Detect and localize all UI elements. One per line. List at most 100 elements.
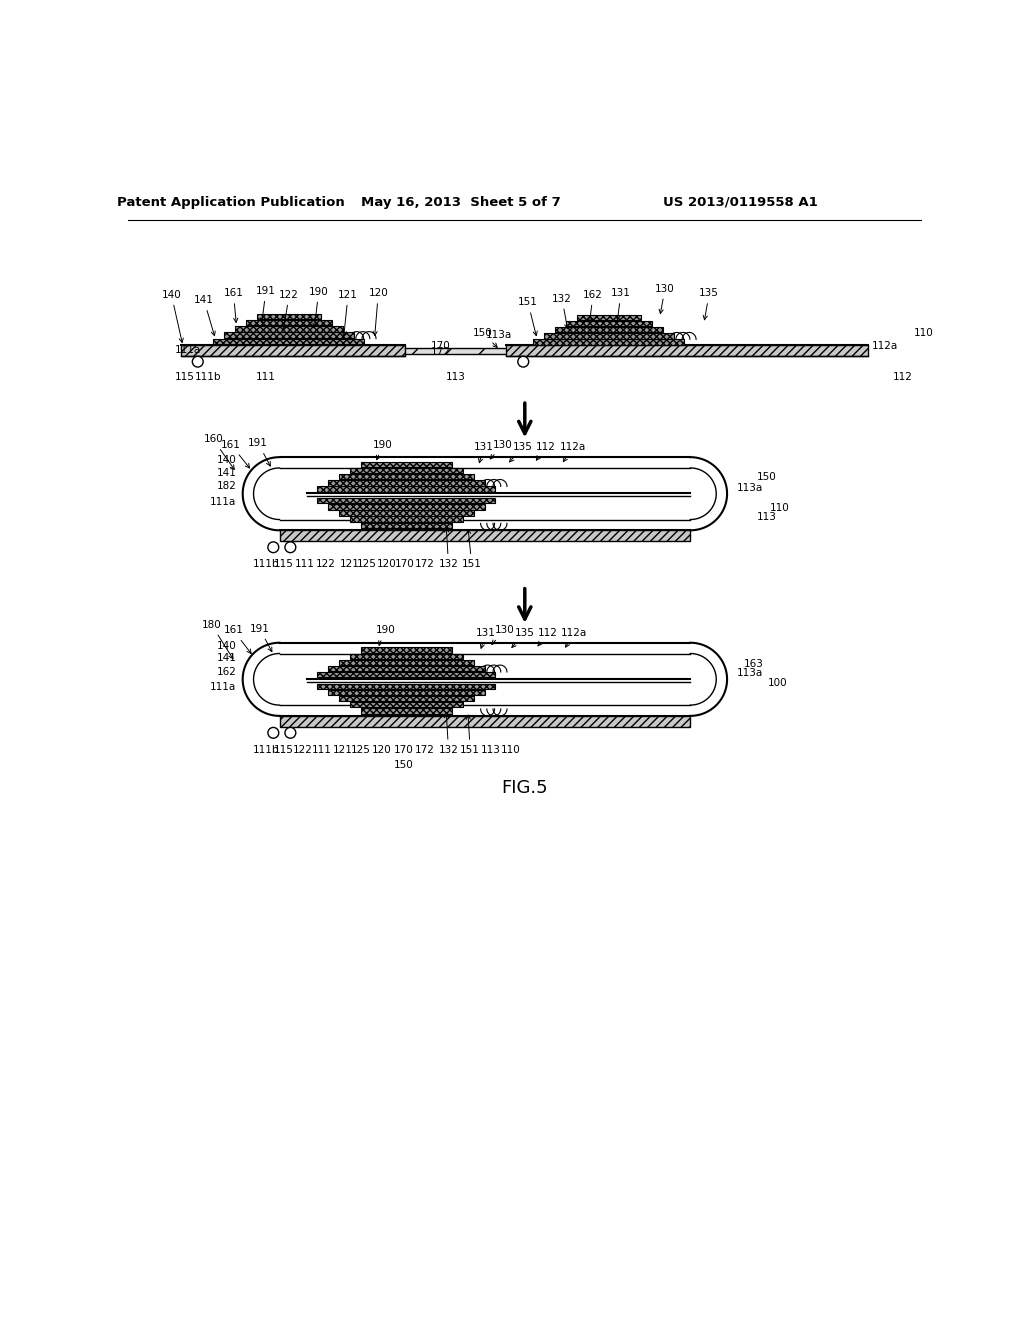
Text: 111a: 111a bbox=[210, 682, 237, 693]
Bar bbox=[317, 498, 496, 503]
Bar bbox=[544, 333, 674, 339]
Bar bbox=[555, 327, 663, 333]
Text: 163: 163 bbox=[744, 659, 764, 669]
Text: 112a: 112a bbox=[560, 442, 586, 462]
Bar bbox=[213, 339, 365, 345]
Bar bbox=[349, 653, 463, 659]
Text: 140: 140 bbox=[217, 455, 237, 465]
Text: FIG.5: FIG.5 bbox=[502, 779, 548, 797]
Text: US 2013/0119558 A1: US 2013/0119558 A1 bbox=[663, 195, 817, 209]
Text: 190: 190 bbox=[376, 626, 395, 645]
Bar bbox=[224, 333, 353, 338]
Text: 132: 132 bbox=[438, 528, 459, 569]
Bar bbox=[566, 321, 652, 326]
Text: 161: 161 bbox=[223, 288, 244, 322]
Bar bbox=[360, 647, 452, 653]
Bar bbox=[339, 474, 474, 479]
Text: 150: 150 bbox=[473, 329, 498, 347]
Text: 161: 161 bbox=[221, 440, 250, 469]
Text: 135: 135 bbox=[699, 288, 719, 319]
Bar bbox=[328, 504, 484, 510]
Text: 161: 161 bbox=[223, 626, 251, 653]
Text: 151: 151 bbox=[518, 297, 538, 335]
Text: 190: 190 bbox=[373, 440, 393, 459]
Text: 135: 135 bbox=[510, 442, 532, 462]
Bar bbox=[317, 684, 496, 689]
Text: 122: 122 bbox=[316, 560, 336, 569]
Text: 131: 131 bbox=[611, 288, 631, 319]
Bar bbox=[577, 314, 641, 321]
Text: 115: 115 bbox=[273, 744, 293, 755]
Text: 120: 120 bbox=[372, 744, 392, 755]
Text: 122: 122 bbox=[293, 744, 312, 755]
Text: 170: 170 bbox=[430, 341, 451, 351]
Text: 132: 132 bbox=[552, 293, 572, 329]
Bar bbox=[506, 345, 868, 355]
Text: 112: 112 bbox=[536, 442, 556, 461]
Bar bbox=[180, 345, 406, 355]
Text: 111: 111 bbox=[312, 744, 332, 755]
Text: 110: 110 bbox=[914, 329, 934, 338]
Text: 121: 121 bbox=[333, 744, 353, 755]
Text: 112: 112 bbox=[538, 628, 558, 645]
Text: 112a: 112a bbox=[561, 628, 588, 647]
Text: 112: 112 bbox=[893, 372, 913, 381]
Text: 125: 125 bbox=[351, 744, 371, 755]
Circle shape bbox=[268, 727, 279, 738]
Text: 172: 172 bbox=[416, 744, 435, 755]
Bar bbox=[360, 523, 452, 528]
Text: 172: 172 bbox=[416, 560, 435, 569]
Text: Patent Application Publication: Patent Application Publication bbox=[117, 195, 345, 209]
Text: 191: 191 bbox=[256, 286, 275, 322]
Circle shape bbox=[285, 541, 296, 553]
Text: 180: 180 bbox=[202, 620, 232, 659]
Text: 191: 191 bbox=[250, 624, 272, 652]
Bar bbox=[339, 511, 474, 516]
Text: 113a: 113a bbox=[736, 668, 763, 678]
Bar bbox=[349, 469, 463, 474]
Circle shape bbox=[518, 356, 528, 367]
Bar bbox=[339, 696, 474, 701]
Bar bbox=[328, 689, 484, 696]
Text: 113: 113 bbox=[757, 512, 776, 521]
Text: 151: 151 bbox=[462, 529, 481, 569]
Bar bbox=[280, 715, 690, 726]
Text: 172: 172 bbox=[430, 347, 451, 356]
Text: 140: 140 bbox=[217, 640, 237, 651]
Text: 170: 170 bbox=[395, 560, 415, 569]
Bar bbox=[349, 702, 463, 708]
Text: 111a: 111a bbox=[174, 345, 201, 355]
Text: 113: 113 bbox=[480, 744, 501, 755]
Text: 113a: 113a bbox=[736, 483, 763, 492]
Text: 121: 121 bbox=[338, 289, 358, 335]
Text: 130: 130 bbox=[492, 626, 514, 644]
Circle shape bbox=[193, 356, 203, 367]
Text: 113a: 113a bbox=[485, 330, 512, 341]
Circle shape bbox=[285, 727, 296, 738]
Text: 113: 113 bbox=[445, 372, 466, 381]
Bar bbox=[328, 665, 484, 671]
Text: 111b: 111b bbox=[252, 744, 279, 755]
Bar bbox=[534, 339, 684, 345]
Text: 120: 120 bbox=[377, 560, 396, 569]
Text: 112a: 112a bbox=[872, 342, 898, 351]
Text: 132: 132 bbox=[438, 714, 459, 755]
Text: 122: 122 bbox=[280, 289, 299, 329]
Bar bbox=[234, 326, 343, 331]
Text: 130: 130 bbox=[655, 284, 675, 314]
Text: 160: 160 bbox=[204, 434, 234, 470]
Text: 162: 162 bbox=[217, 667, 237, 677]
Text: 110: 110 bbox=[770, 503, 790, 512]
Text: 150: 150 bbox=[393, 760, 414, 770]
Text: 141: 141 bbox=[217, 653, 237, 663]
Text: 115: 115 bbox=[273, 560, 293, 569]
Text: 191: 191 bbox=[248, 438, 270, 466]
Bar bbox=[246, 321, 332, 326]
Bar bbox=[339, 660, 474, 665]
Text: 150: 150 bbox=[757, 471, 776, 482]
Text: 111: 111 bbox=[295, 560, 315, 569]
Text: 100: 100 bbox=[767, 678, 787, 688]
Text: 111a: 111a bbox=[210, 496, 237, 507]
Bar bbox=[360, 708, 452, 714]
Text: 121: 121 bbox=[339, 560, 359, 569]
